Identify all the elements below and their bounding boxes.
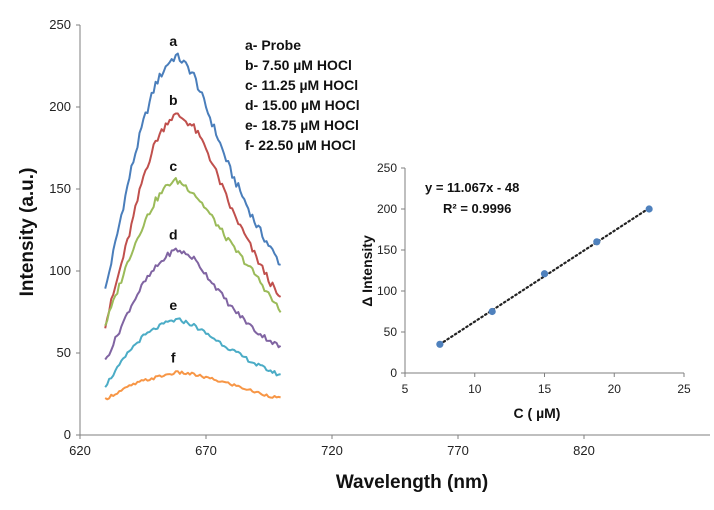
- trendline-equation: y = 11.067x - 48: [425, 180, 519, 195]
- r-squared-label: R² = 0.9996: [443, 201, 511, 216]
- legend-entry-c: c- 11.25 µM HOCl: [245, 77, 358, 93]
- x-axis-title: Wavelength (nm): [336, 472, 488, 493]
- x-tick-label: 770: [447, 443, 469, 458]
- inset-y-tick-label: 0: [390, 366, 397, 380]
- curve-label-a: a: [169, 33, 177, 49]
- series-line-d: [104, 247, 282, 361]
- inset-y-tick-label: 150: [377, 243, 397, 257]
- series-line-a: [104, 52, 281, 289]
- inset-y-tick-label: 50: [384, 325, 398, 339]
- inset-y-axis-title: Δ Intensity: [359, 235, 375, 307]
- data-point: [540, 270, 549, 278]
- inset-x-tick-label: 20: [608, 382, 622, 396]
- curve-label-c: c: [169, 158, 177, 174]
- inset-y-tick-label: 250: [377, 161, 397, 175]
- y-tick-label: 50: [57, 345, 71, 360]
- main-plot-curve-labels: a b c d e f: [169, 33, 178, 366]
- inset-x-tick-label: 5: [402, 382, 409, 396]
- inset-y-tick-label: 100: [377, 284, 397, 298]
- x-tick-label: 720: [321, 443, 343, 458]
- series-line-f: [104, 370, 281, 401]
- y-tick-label: 100: [49, 263, 71, 278]
- main-plot-series: [104, 52, 282, 401]
- x-tick-label: 820: [573, 443, 595, 458]
- inset-data: [436, 205, 653, 348]
- legend-entry-d: d- 15.00 µM HOCl: [245, 97, 360, 113]
- series-line-b: [104, 112, 282, 329]
- inset-background: [390, 168, 684, 373]
- inset-ticks: 0 50 100 150 200 250 5 10 15 20 25: [377, 161, 691, 396]
- legend: a- Probe b- 7.50 µM HOCl c- 11.25 µM HOC…: [245, 37, 360, 153]
- legend-entry-b: b- 7.50 µM HOCl: [245, 57, 352, 73]
- inset-x-tick-label: 10: [468, 382, 482, 396]
- legend-entry-e: e- 18.75 µM HOCl: [245, 117, 359, 133]
- y-tick-label: 250: [49, 17, 71, 32]
- y-tick-label: 150: [49, 181, 71, 196]
- inset-x-axis-title: C ( µM): [514, 405, 561, 421]
- curve-label-e: e: [169, 297, 177, 313]
- inset-x-tick-label: 15: [538, 382, 552, 396]
- data-point: [593, 238, 601, 246]
- trendline: [438, 207, 651, 346]
- data-point: [488, 307, 496, 316]
- series-line-e: [104, 317, 281, 388]
- y-axis-title: Intensity (a.u.): [17, 168, 38, 297]
- inset-x-tick-label: 25: [677, 382, 691, 396]
- legend-entry-a: a- Probe: [245, 37, 301, 53]
- inset-y-tick-label: 200: [377, 202, 397, 216]
- legend-entry-f: f- 22.50 µM HOCl: [245, 137, 356, 153]
- y-tick-label: 200: [49, 99, 71, 114]
- x-tick-label: 620: [69, 443, 91, 458]
- inset-calibration-plot: 0 50 100 150 200 250 5 10 15 20 25 C ( µM) Δ Inten…: [359, 161, 691, 421]
- series-line-c: [104, 177, 282, 326]
- curve-label-d: d: [169, 227, 178, 243]
- curve-label-f: f: [171, 350, 176, 366]
- data-point: [645, 205, 653, 213]
- main-plot-axes: [79, 25, 710, 436]
- data-point: [436, 340, 444, 348]
- curve-label-b: b: [169, 92, 178, 108]
- y-tick-label: 0: [64, 427, 71, 442]
- x-tick-label: 670: [195, 443, 217, 458]
